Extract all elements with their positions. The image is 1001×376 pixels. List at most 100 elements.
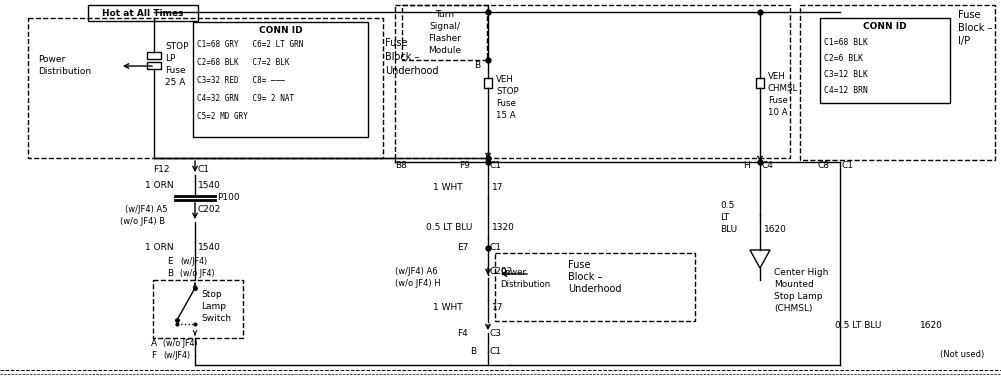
Text: Fuse: Fuse [165,66,185,75]
Text: I/P: I/P [958,36,970,46]
Text: 1 WHT: 1 WHT [433,303,462,312]
Text: Fuse: Fuse [385,38,407,48]
Text: B: B [473,61,480,70]
Text: CHMSL: CHMSL [768,84,798,93]
Text: 1 ORN: 1 ORN [145,244,173,253]
Text: Fuse: Fuse [568,260,591,270]
Text: 10 A: 10 A [768,108,788,117]
Text: BLU: BLU [720,224,737,233]
Text: Block –: Block – [568,272,603,282]
Text: 15 A: 15 A [496,111,516,120]
Text: E7: E7 [456,244,468,253]
Text: C1: C1 [490,161,502,170]
Text: (w/JF4): (w/JF4) [163,350,190,359]
Text: Signal/: Signal/ [429,22,460,31]
Text: C2=6 BLK: C2=6 BLK [824,54,863,63]
Text: C1=68 BLK: C1=68 BLK [824,38,868,47]
Text: C202: C202 [490,267,514,276]
Text: Power: Power [38,56,65,65]
Text: 1620: 1620 [920,320,943,329]
Text: Block –: Block – [385,52,419,62]
Bar [88,5,198,21]
Text: LP: LP [165,54,175,63]
Text: E: E [167,258,172,267]
Bar [495,253,695,321]
Text: C2=68 BLK   C7=2 BLK: C2=68 BLK C7=2 BLK [197,58,289,67]
Text: 1540: 1540 [198,244,221,253]
Text: C4=32 GRN   C9= 2 NAT: C4=32 GRN C9= 2 NAT [197,94,294,103]
Text: 1 WHT: 1 WHT [433,183,462,193]
Text: Center High: Center High [774,268,829,277]
Text: C8: C8 [818,161,830,170]
Text: 0.5 LT BLU: 0.5 LT BLU [835,320,881,329]
Text: F12: F12 [153,165,169,174]
Text: Underhood: Underhood [385,66,438,76]
Text: B8: B8 [395,161,406,170]
Text: Switch: Switch [201,314,231,323]
Bar [147,52,161,59]
Text: 0.5 LT BLU: 0.5 LT BLU [426,223,472,232]
Text: C1=68 GRY   C6=2 LT GRN: C1=68 GRY C6=2 LT GRN [197,40,303,49]
Bar [193,22,368,137]
Text: VEH: VEH [496,75,514,84]
Text: C5=2 MD GRY: C5=2 MD GRY [197,112,248,121]
Text: C3: C3 [490,329,502,338]
Text: F4: F4 [457,329,468,338]
Text: (w/JF4): (w/JF4) [180,258,207,267]
Text: 1 ORN: 1 ORN [145,180,173,190]
Text: 1620: 1620 [764,224,787,233]
Text: 1540: 1540 [198,180,221,190]
Text: Power: Power [500,268,526,277]
Text: Fuse: Fuse [768,96,788,105]
Text: 0.5: 0.5 [720,200,735,209]
Text: Distribution: Distribution [500,280,551,289]
Text: (CHMSL): (CHMSL) [774,304,813,313]
Bar [820,18,950,103]
Text: (w/JF4) A6: (w/JF4) A6 [395,267,437,276]
Text: Stop: Stop [201,290,221,299]
Text: C3=32 RED   C8= ———: C3=32 RED C8= ——— [197,76,285,85]
Text: (w/o JF4): (w/o JF4) [180,270,214,279]
Text: Turn: Turn [435,10,454,19]
Text: Module: Module [428,46,461,55]
Text: Block –: Block – [958,23,992,33]
Text: Fuse: Fuse [496,99,516,108]
Bar [147,62,161,69]
Text: 17: 17 [492,303,504,312]
Text: C3=12 BLK: C3=12 BLK [824,70,868,79]
Text: CONN ID: CONN ID [863,22,907,31]
Bar [28,18,383,158]
Text: (w/JF4) A5: (w/JF4) A5 [125,206,167,214]
Bar [402,5,487,60]
Text: H: H [744,161,750,170]
Bar [756,78,764,88]
Text: C1: C1 [490,347,502,356]
Text: F: F [151,350,156,359]
Text: C4: C4 [762,161,774,170]
Text: 1320: 1320 [492,223,515,232]
Text: Stop Lamp: Stop Lamp [774,292,823,301]
Text: C1: C1 [198,165,210,174]
Text: P100: P100 [217,194,239,203]
Text: (w/o JF4) H: (w/o JF4) H [395,279,440,288]
Text: 25 A: 25 A [165,78,185,87]
Text: STOP: STOP [496,87,519,96]
Text: F9: F9 [459,161,470,170]
Text: Mounted: Mounted [774,280,814,289]
Text: C4=12 BRN: C4=12 BRN [824,86,868,95]
Bar [153,280,243,338]
Text: B: B [167,270,173,279]
Text: C1: C1 [842,161,854,170]
Text: Distribution: Distribution [38,68,91,76]
Text: (w/o JF4): (w/o JF4) [163,338,197,347]
Text: CONN ID: CONN ID [258,26,302,35]
Text: 17: 17 [492,183,504,193]
Text: A: A [151,338,157,347]
Text: LT: LT [720,212,729,221]
Text: C202: C202 [198,206,221,214]
Text: Flasher: Flasher [428,34,461,43]
Text: STOP: STOP [165,42,188,51]
Text: (w/o JF4) B: (w/o JF4) B [120,217,165,226]
Bar [484,78,492,88]
Text: Hot at All Times: Hot at All Times [102,9,184,18]
